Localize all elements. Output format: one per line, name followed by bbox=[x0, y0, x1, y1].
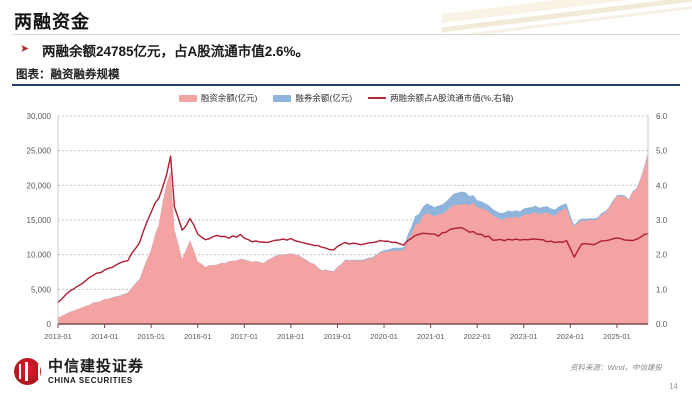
svg-text:20,000: 20,000 bbox=[27, 181, 52, 190]
svg-text:1.0: 1.0 bbox=[656, 285, 668, 294]
svg-text:25,000: 25,000 bbox=[27, 147, 52, 156]
chart-canvas: 0 5,000 10,000 15,000 20,000 25,000 30,000 0.0 1… bbox=[0, 108, 692, 348]
brand-name-en: CHINA SECURITIES bbox=[48, 375, 133, 385]
figure-label: 图表：融资融券规模 bbox=[16, 69, 120, 81]
legend-label-margin-balance: 融资余额(亿元) bbox=[200, 93, 258, 103]
svg-text:2016-01: 2016-01 bbox=[184, 332, 212, 341]
legend-item-short-balance: 融券余额(亿元) bbox=[273, 92, 352, 104]
page-title: 两融资金 bbox=[14, 12, 90, 32]
svg-text:2022-01: 2022-01 bbox=[463, 332, 491, 341]
legend-line-ratio bbox=[368, 97, 387, 99]
svg-text:2017-01: 2017-01 bbox=[231, 332, 259, 341]
page-number: 14 bbox=[669, 382, 678, 391]
svg-text:2025-01: 2025-01 bbox=[603, 332, 631, 341]
source-note: 资料来源：Wind，中信建投 bbox=[569, 363, 662, 372]
svg-text:2018-01: 2018-01 bbox=[277, 332, 305, 341]
svg-text:5.0: 5.0 bbox=[656, 147, 668, 156]
svg-text:2013-01: 2013-01 bbox=[44, 332, 72, 341]
title-divider bbox=[12, 34, 680, 35]
legend-item-margin-balance: 融资余额(亿元) bbox=[178, 92, 258, 104]
bullet-text: 两融余额24785亿元，占A股流通市值2.6%。 bbox=[42, 44, 310, 59]
svg-text:10,000: 10,000 bbox=[27, 251, 52, 260]
legend-label-short-balance: 融券余额(亿元) bbox=[295, 93, 353, 103]
bullet-row: ➤ 两融余额24785亿元，占A股流通市值2.6%。 bbox=[20, 40, 660, 62]
figure-divider bbox=[12, 84, 680, 86]
header-decoration bbox=[442, 0, 692, 34]
svg-text:3.0: 3.0 bbox=[656, 216, 668, 225]
bullet-arrow-icon: ➤ bbox=[20, 43, 30, 55]
svg-text:2024-01: 2024-01 bbox=[557, 332, 585, 341]
svg-text:0.0: 0.0 bbox=[656, 320, 668, 329]
svg-text:30,000: 30,000 bbox=[27, 112, 52, 121]
legend-swatch-short-balance bbox=[273, 94, 292, 102]
brand-name-cn: 中信建投证券 bbox=[48, 357, 145, 375]
svg-text:6.0: 6.0 bbox=[656, 112, 668, 121]
brand-logo: 中信建投证券 CHINA SECURITIES bbox=[14, 358, 144, 385]
legend-item-ratio-line: 两融余额占A股流通市值(%,右轴) bbox=[368, 92, 513, 104]
svg-text:2019-01: 2019-01 bbox=[324, 332, 352, 341]
svg-text:0: 0 bbox=[47, 320, 52, 329]
svg-text:2020-01: 2020-01 bbox=[370, 332, 398, 341]
svg-text:2021-01: 2021-01 bbox=[417, 332, 445, 341]
legend-swatch-margin-balance bbox=[178, 94, 197, 102]
legend-label-ratio: 两融余额占A股流通市值(%,右轴) bbox=[390, 93, 514, 103]
svg-text:5,000: 5,000 bbox=[31, 285, 52, 294]
svg-text:2.0: 2.0 bbox=[656, 251, 668, 260]
china-securities-logo-icon bbox=[14, 358, 41, 385]
svg-text:2014-01: 2014-01 bbox=[91, 332, 119, 341]
svg-text:4.0: 4.0 bbox=[656, 181, 668, 190]
chart-legend: 融资余额(亿元) 融券余额(亿元) 两融余额占A股流通市值(%,右轴) bbox=[0, 90, 692, 106]
svg-text:2023-01: 2023-01 bbox=[510, 332, 538, 341]
svg-text:15,000: 15,000 bbox=[27, 216, 52, 225]
chart-svg: 0 5,000 10,000 15,000 20,000 25,000 30,000 0.0 1… bbox=[27, 112, 668, 341]
svg-text:2015-01: 2015-01 bbox=[137, 332, 165, 341]
footer bbox=[0, 352, 692, 400]
